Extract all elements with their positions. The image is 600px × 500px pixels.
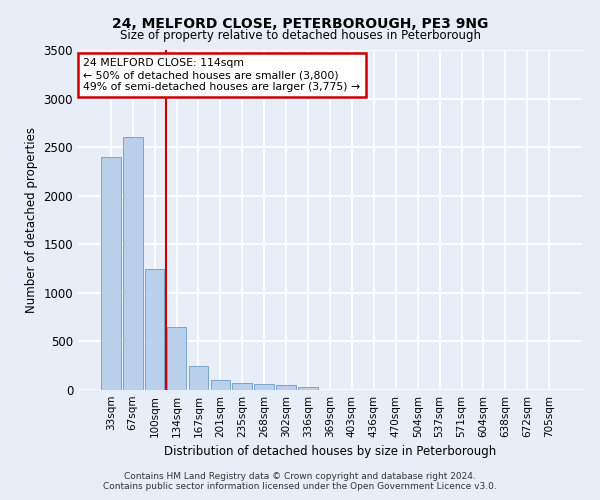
Bar (123, 138, 143, 390)
Bar (298, 387, 318, 390)
X-axis label: Distribution of detached houses by size in Peterborough: Distribution of detached houses by size … (164, 446, 496, 458)
Text: 24 MELFORD CLOSE: 114sqm
← 50% of detached houses are smaller (3,800)
49% of sem: 24 MELFORD CLOSE: 114sqm ← 50% of detach… (83, 58, 360, 92)
Bar (276, 385, 296, 390)
Bar (101, 157, 121, 390)
Bar (232, 382, 252, 390)
Bar (145, 268, 164, 390)
Bar (167, 327, 187, 390)
Y-axis label: Number of detached properties: Number of detached properties (25, 127, 38, 313)
Text: Size of property relative to detached houses in Peterborough: Size of property relative to detached ho… (119, 29, 481, 42)
Bar (188, 366, 208, 390)
Text: Contains HM Land Registry data © Crown copyright and database right 2024.
Contai: Contains HM Land Registry data © Crown c… (103, 472, 497, 491)
Bar (211, 380, 230, 390)
Text: 24, MELFORD CLOSE, PETERBOROUGH, PE3 9NG: 24, MELFORD CLOSE, PETERBOROUGH, PE3 9NG (112, 18, 488, 32)
Bar (254, 384, 274, 390)
